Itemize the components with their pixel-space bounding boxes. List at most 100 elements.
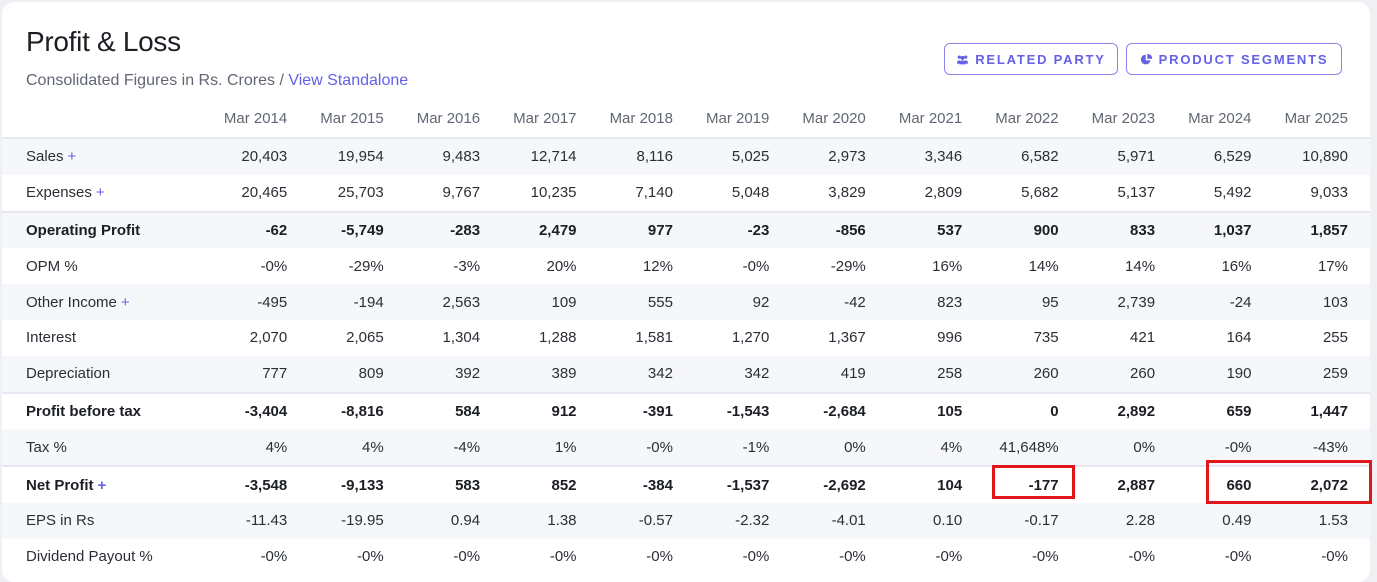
column-header: Mar 2022 [962,100,1059,139]
table-cell: 6,582 [962,138,1059,175]
table-cell: 389 [480,355,577,393]
table-cell: 9,033 [1310,184,1348,202]
table-cell: 1,857 [1251,210,1370,249]
table-cell: 3,829 [828,184,866,202]
table-cell: -1,543 [672,391,770,430]
table-cell: -0% [356,548,384,566]
table-cell: -384 [576,465,673,503]
product-segments-label: PRODUCT SEGMENTS [1158,51,1329,67]
table-cell: 5,137 [1117,184,1156,202]
table-cell: 1,447 [1251,391,1370,430]
view-standalone-link[interactable]: View Standalone [288,72,409,89]
table-row: Other Income + -495 -194 2,563 109 555 92 -42 823… [2,284,1370,320]
row-label-text: OPM % [26,257,78,275]
row-label[interactable]: Sales + [2,138,191,175]
table-cell: 260 [1058,355,1156,393]
row-label: Tax % [2,429,191,467]
table-cell: -0% [576,429,673,467]
row-label-text: Operating Profit [26,221,141,239]
table-row: Expenses +20,465 25,703 9,767 10,235 7,140 5,0… [2,175,1370,212]
related-party-button[interactable]: RELATED PARTY [944,43,1118,75]
expand-plus-icon[interactable]: + [95,184,105,202]
column-header: Mar 2021 [865,100,963,139]
row-label-text: Other Income [26,293,117,311]
table-cell: -11.43 [190,502,288,539]
table-cell: 1,581 [635,329,673,347]
table-cell: 20% [546,257,577,275]
table-cell: 555 [576,284,673,320]
row-label-text: EPS in Rs [26,512,95,530]
table-cell: 10,890 [1251,138,1370,175]
table-cell: 7,140 [635,184,673,202]
table-cell: 20,403 [190,138,288,175]
expand-plus-icon[interactable]: + [97,476,107,494]
row-label: Interest [2,320,191,356]
table-cell: 260 [962,355,1059,393]
table-cell: 823 [865,284,963,320]
table-cell: 584 [383,391,481,430]
table-cell: -24 [1155,284,1252,320]
table-cell: -1,537 [672,465,770,503]
table-cell: 419 [769,355,866,393]
expand-plus-icon[interactable]: + [67,148,77,166]
row-label-text: Expenses [26,184,92,202]
table-cell: 255 [1322,329,1348,347]
row-label[interactable]: Net Profit + [2,465,191,503]
table-cell: 537 [865,210,963,249]
column-header: Mar 2025 [1251,100,1370,139]
table-cell: 2,809 [924,184,963,202]
table-cell: -0% [453,548,481,566]
table-cell: -3,548 [190,465,288,503]
row-label: EPS in Rs [2,502,191,539]
page-title: Profit & Loss [26,26,181,57]
table-cell: 2,892 [1058,391,1156,430]
pie-chart-icon [1140,53,1152,64]
table-cell: 342 [672,355,770,393]
row-label-text: Profit before tax [26,402,142,420]
table-row: Net Profit + -3,548 -9,133 583 852 -384 -1,537-… [2,465,1370,503]
row-label[interactable]: Other Income + [2,284,191,320]
table-cell: 12,714 [480,138,577,175]
table-cell: 14% [1125,257,1156,275]
table-cell: 4% [287,429,384,467]
table-cell: -3% [453,257,481,275]
column-header: Mar 2014 [190,100,288,139]
table-cell: 1,288 [538,329,577,347]
table-cell: 41,648% [962,429,1059,467]
table-cell: -0% [742,257,770,275]
table-cell: 2,070 [249,329,288,347]
table-row: Sales +20,403 19,954 9,483 12,714 8,116 5,025 2… [2,138,1370,175]
table-cell: -23 [672,210,770,249]
table-cell: 25,703 [337,184,384,202]
table-cell: 735 [1033,329,1059,347]
table-row: Tax % 4% 4% -4% 1% -0% -1% 0% 4% 41,648% 0% -0% -43% [2,429,1370,467]
subtitle: Consolidated Figures in Rs. Crores / Vie… [26,72,408,90]
row-label: Depreciation [2,355,191,393]
table-cell: 9,483 [383,138,481,175]
table-cell: 1,367 [828,329,866,347]
table-cell: 1,037 [1155,210,1252,249]
table-cell: 392 [383,355,481,393]
table-cell: -3,404 [190,391,288,430]
table-cell: 105 [865,391,963,430]
table-cell: 4% [190,429,288,467]
column-header: Mar 2024 [1155,100,1252,139]
table-cell: 977 [576,210,673,249]
profit-loss-table: Mar 2014 Mar 2015 Mar 2016 Mar 2017 Mar 2018… [2,100,1370,575]
table-cell: 20,465 [241,184,288,202]
table-cell: -194 [287,284,384,320]
table-cell: 1,304 [442,329,481,347]
row-label[interactable]: Expenses + [2,175,191,212]
product-segments-button[interactable]: PRODUCT SEGMENTS [1126,43,1342,75]
expand-plus-icon[interactable]: + [120,293,130,311]
table-cell: 2,065 [346,329,384,347]
table-cell: 109 [480,284,577,320]
row-label-text: Tax % [26,438,67,456]
table-cell: -0.57 [576,502,673,539]
table-cell: 103 [1251,284,1370,320]
column-header: Mar 2020 [769,100,866,139]
table-cell: 258 [865,355,963,393]
table-cell: -2,692 [769,465,866,503]
column-header: Mar 2016 [383,100,481,139]
table-cell: 421 [1130,329,1156,347]
